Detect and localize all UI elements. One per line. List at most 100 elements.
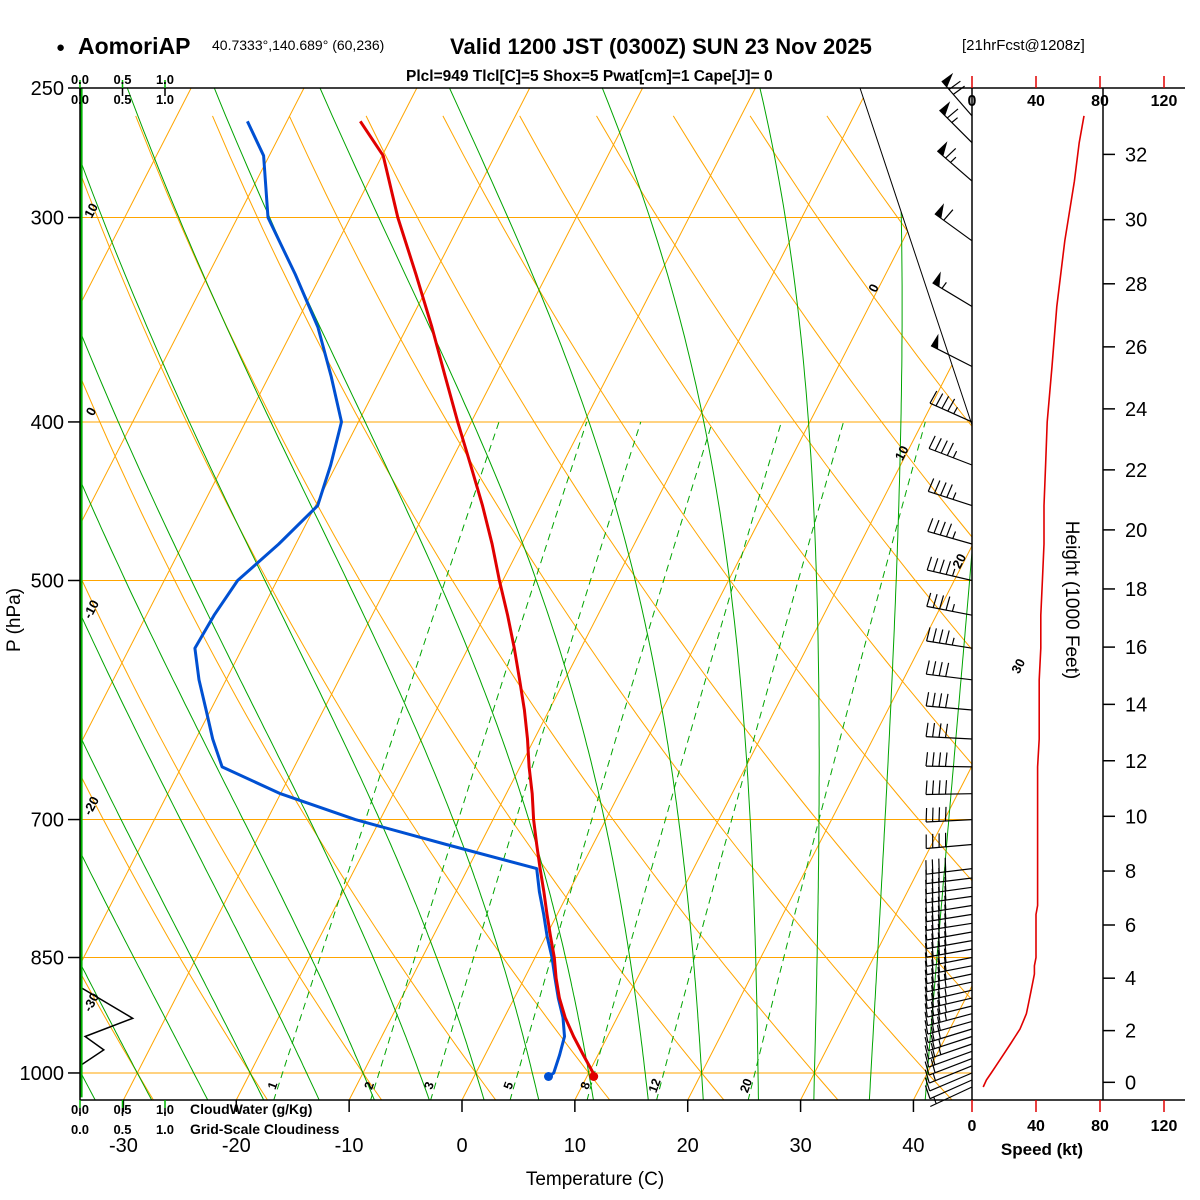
temperature-tick-label: 10 xyxy=(564,1135,586,1157)
height-tick-label: 28 xyxy=(1125,274,1147,296)
wind-barb xyxy=(924,956,973,976)
cloudiness-scale-label: 0.0 xyxy=(71,1122,89,1137)
wind-barb xyxy=(924,991,973,1010)
height-tick-label: 10 xyxy=(1125,806,1147,828)
cloudiness-scale-label: 0.5 xyxy=(113,1122,131,1137)
mixing-ratio-line xyxy=(655,421,844,1100)
height-tick-label: 12 xyxy=(1125,751,1147,773)
mixing-ratio-line xyxy=(369,421,588,1100)
mixing-ratio-label: 1 xyxy=(265,1080,281,1091)
dry-adiabat-line xyxy=(981,116,1200,1101)
dry-adiabat-line xyxy=(212,115,840,1100)
wind-barb xyxy=(930,333,973,368)
height-tick-label: 6 xyxy=(1125,915,1136,937)
height-tick-label: 24 xyxy=(1125,399,1147,421)
isotherm-line xyxy=(800,88,972,1100)
wind-barb xyxy=(924,973,973,993)
speed-tick-label: 80 xyxy=(1091,93,1109,110)
height-tick-label: 14 xyxy=(1125,694,1147,716)
pressure-tick-label: 500 xyxy=(31,571,64,593)
height-tick-label: 30 xyxy=(1125,210,1147,232)
isotherm-line xyxy=(80,88,531,1100)
wind-barb xyxy=(924,939,973,958)
wind-barb xyxy=(924,983,973,1002)
cloudiness-scale-label: 1.0 xyxy=(156,1122,174,1137)
moist-adiabat-line xyxy=(80,88,431,1100)
wind-barb xyxy=(934,203,973,242)
height-tick-label: 26 xyxy=(1125,337,1147,359)
wind-barb xyxy=(928,435,973,466)
sounding-curves xyxy=(193,120,599,1081)
dewpoint-surface-dot xyxy=(544,1072,553,1081)
speed-tick-label: 40 xyxy=(1027,1118,1045,1135)
mixing-ratio-label: 12 xyxy=(646,1077,664,1095)
isotherm-line xyxy=(80,88,418,1100)
cloudiness-legend: Grid-Scale Cloudiness xyxy=(190,1121,340,1137)
wind-barb xyxy=(925,722,973,740)
station-coords: 40.7333°,140.689° (60,236) xyxy=(212,37,384,53)
dry-adiabat-line xyxy=(80,115,497,1100)
height-tick-label: 16 xyxy=(1125,637,1147,659)
moist-adiabats xyxy=(80,88,972,1100)
cloudwater-scale-label: 0.5 xyxy=(113,72,131,87)
dry-adiabat-label: -30 xyxy=(80,990,102,1014)
wind-barb xyxy=(925,806,973,823)
wind-barb xyxy=(924,1024,973,1044)
wind-barb xyxy=(924,1000,973,1018)
mixing-ratio-label: 2 xyxy=(362,1080,378,1091)
height-tick-label: 8 xyxy=(1125,861,1136,883)
height-tick-label: 18 xyxy=(1125,579,1147,601)
pressure-axis-label: P (hPa) xyxy=(4,588,25,652)
wind-barb xyxy=(924,948,973,967)
dry-adiabat-label: -20 xyxy=(80,794,102,818)
isotherm-line xyxy=(574,88,972,1100)
moist-adiabat-line xyxy=(319,88,649,1100)
pressure-tick-label: 250 xyxy=(31,78,64,100)
pressure-tick-label: 300 xyxy=(31,208,64,230)
wind-barb xyxy=(924,1065,973,1084)
isotherm-line xyxy=(80,88,192,1100)
speed-tick-label: 120 xyxy=(1151,1118,1178,1135)
wind-barb xyxy=(924,1008,973,1027)
cloud-profiles xyxy=(80,88,135,1098)
isotherm-line xyxy=(687,88,972,1100)
wind-barb xyxy=(925,660,973,681)
moist-adiabat-line xyxy=(80,88,486,1100)
mixing-ratio-label: 5 xyxy=(501,1080,517,1091)
isotherm-line xyxy=(348,88,869,1100)
mixing-ratio-line xyxy=(273,421,500,1100)
cloudwater-scale-label: 1.0 xyxy=(156,72,174,87)
temperature-tick-label: 0 xyxy=(456,1135,467,1157)
temperature-tick-label: -20 xyxy=(222,1135,251,1157)
height-axis-label: Height (1000 Feet) xyxy=(1061,521,1082,679)
speed-tick-label: 80 xyxy=(1091,1118,1109,1135)
isotherm-line xyxy=(80,88,305,1100)
temperature-tick-label: -30 xyxy=(109,1135,138,1157)
temperature-tick-label: 20 xyxy=(677,1135,699,1157)
plot-clip-diagonal xyxy=(859,87,973,426)
mixing-ratio-line xyxy=(509,421,713,1100)
dry-adiabat-line xyxy=(826,115,972,1100)
speed-tick-label: 0 xyxy=(968,93,977,110)
mixing-ratio-line xyxy=(747,421,926,1100)
dry-adiabat-label: -10 xyxy=(80,597,102,621)
wind-barb xyxy=(925,913,973,931)
speed-tick-label: 40 xyxy=(1027,93,1045,110)
wind-barb xyxy=(924,931,973,950)
dry-adiabat-label: 0 xyxy=(83,405,100,418)
mixing-ratio-label: 8 xyxy=(578,1080,594,1091)
moist-adiabat-line xyxy=(213,88,595,1100)
moist-adiabat-line xyxy=(80,88,210,1100)
isotherm-line xyxy=(122,88,644,1100)
isotherm-label: 0 xyxy=(865,281,882,294)
moist-adiabat-line xyxy=(868,88,903,1100)
wind-barb xyxy=(925,752,973,768)
valid-time: Valid 1200 JST (0300Z) SUN 23 Nov 2025 xyxy=(450,34,872,59)
wind-barb xyxy=(925,832,973,850)
isotherm-label: 10 xyxy=(892,443,912,463)
